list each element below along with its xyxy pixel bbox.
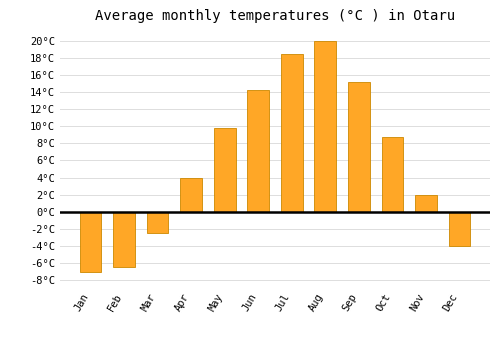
Bar [415,195,437,212]
Bar [448,212,470,246]
Bar [281,54,302,212]
Bar [382,138,404,212]
Bar [146,212,169,233]
Bar [348,82,370,212]
Bar [314,41,336,212]
Bar [214,128,236,212]
Bar [248,90,269,212]
Bar [180,177,202,212]
Title: Average monthly temperatures (°C ) in Otaru: Average monthly temperatures (°C ) in Ot… [95,9,455,23]
Bar [80,212,102,272]
Bar [113,212,135,267]
